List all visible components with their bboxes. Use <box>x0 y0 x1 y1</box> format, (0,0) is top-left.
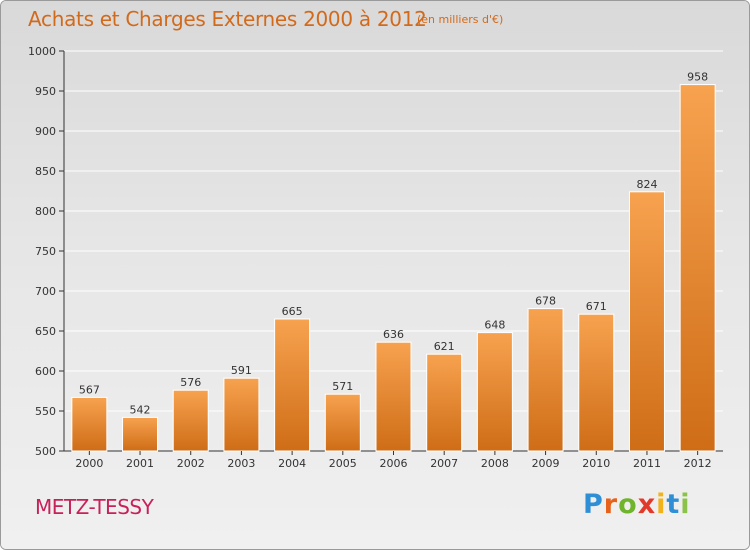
x-tick-label-2007: 2007 <box>430 457 458 470</box>
bar-2012 <box>679 84 716 452</box>
x-tick-label-2005: 2005 <box>329 457 357 470</box>
value-label-2000: 567 <box>79 383 100 396</box>
y-tick-label: 650 <box>35 325 56 338</box>
value-label-2003: 591 <box>231 364 252 377</box>
x-tick-label-2006: 2006 <box>380 457 408 470</box>
bar-2002 <box>172 389 209 452</box>
bar-2007 <box>426 353 463 452</box>
value-label-2012: 958 <box>687 71 708 84</box>
y-tick-label: 900 <box>35 125 56 138</box>
y-tick-label: 750 <box>35 245 56 258</box>
value-label-2011: 824 <box>636 178 657 191</box>
bar-2004 <box>274 318 311 452</box>
y-tick-label: 700 <box>35 285 56 298</box>
logo-letter: i <box>656 489 667 520</box>
bar-2001 <box>122 416 159 452</box>
bar-2000 <box>71 396 108 452</box>
y-tick-label: 1000 <box>28 45 56 58</box>
x-tick-label-2009: 2009 <box>532 457 560 470</box>
x-tick-label-2004: 2004 <box>278 457 306 470</box>
bar-2011 <box>628 191 665 452</box>
bar-2003 <box>223 377 260 452</box>
chart-title: Achats et Charges Externes 2000 à 2012 <box>28 7 427 31</box>
y-tick-label: 850 <box>35 165 56 178</box>
bar-2009 <box>527 308 564 452</box>
x-tick-label-2002: 2002 <box>177 457 205 470</box>
proxiti-logo: Proxiti <box>583 489 691 520</box>
value-label-2007: 621 <box>434 340 455 353</box>
chart-subtitle: (en milliers d'€) <box>417 13 504 26</box>
logo-letter: o <box>618 489 638 520</box>
city-name: METZ-TESSY <box>35 495 154 519</box>
bar-2010 <box>578 313 615 452</box>
value-label-2010: 671 <box>586 300 607 313</box>
value-label-2002: 576 <box>180 376 201 389</box>
logo-letter: t <box>666 489 681 520</box>
x-tick-label-2011: 2011 <box>633 457 661 470</box>
logo-letter: P <box>583 489 604 520</box>
logo-letter: r <box>603 489 619 520</box>
value-label-2008: 648 <box>484 319 505 332</box>
value-label-2001: 542 <box>130 403 151 416</box>
x-tick-label-2001: 2001 <box>126 457 154 470</box>
x-tick-label-2012: 2012 <box>684 457 712 470</box>
bar-2006 <box>375 341 412 452</box>
y-tick-label: 500 <box>35 445 56 458</box>
logo-letter: x <box>637 489 657 520</box>
y-tick-label: 800 <box>35 205 56 218</box>
x-tick-label-2008: 2008 <box>481 457 509 470</box>
x-tick-label-2010: 2010 <box>582 457 610 470</box>
y-tick-label: 600 <box>35 365 56 378</box>
x-tick-label-2000: 2000 <box>75 457 103 470</box>
bar-2008 <box>476 332 513 452</box>
bar-2005 <box>324 393 361 452</box>
value-label-2006: 636 <box>383 328 404 341</box>
logo-letter: i <box>680 489 691 520</box>
value-label-2009: 678 <box>535 295 556 308</box>
x-tick-label-2003: 2003 <box>227 457 255 470</box>
value-label-2004: 665 <box>282 305 303 318</box>
y-tick-label: 550 <box>35 405 56 418</box>
y-tick-label: 950 <box>35 85 56 98</box>
value-label-2005: 571 <box>332 380 353 393</box>
